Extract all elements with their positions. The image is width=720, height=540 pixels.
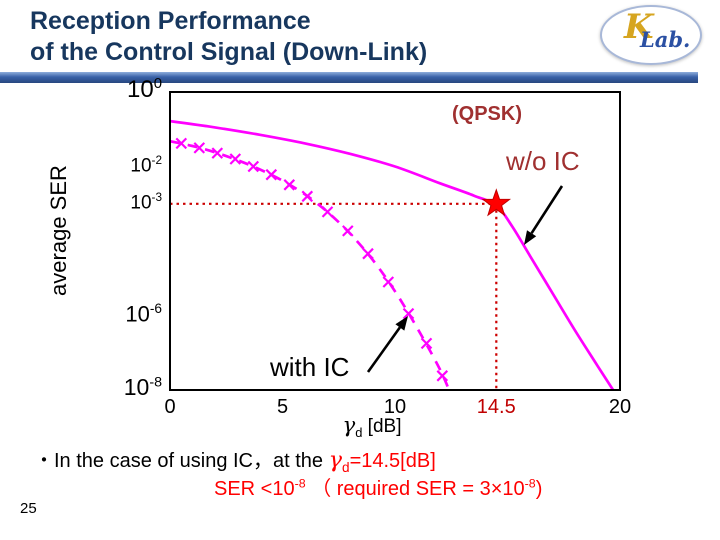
x-marker — [321, 206, 334, 218]
plot-border — [169, 91, 621, 391]
klab-logo: K Lab. — [600, 5, 702, 65]
x-marker — [247, 160, 260, 173]
x-marker — [362, 247, 374, 260]
y-tick-label: 10-8 — [123, 374, 162, 401]
x-tick-label: 5 — [276, 396, 289, 418]
title-underline-bar — [0, 72, 698, 83]
title-line-1: Reception Performance — [30, 7, 311, 35]
y-tick-label: 100 — [127, 75, 162, 103]
annotation-arrowhead — [395, 316, 408, 331]
gamma-subscript: d — [342, 460, 350, 475]
logo-script-lab: Lab. — [640, 27, 691, 52]
x-axis-title: γd [dB] — [302, 413, 442, 440]
x-tick-label: 20 — [608, 396, 632, 418]
caption-line-2: SER <10-8 （ required SER = 3×10-8) — [214, 472, 542, 501]
caption-line-1: ・In the case of using IC，at the γd=14.5[… — [34, 444, 436, 475]
x-marker — [211, 147, 224, 159]
with-ic-label: with IC — [270, 352, 350, 382]
star-marker — [481, 188, 512, 217]
y-tick-label: 10-6 — [125, 300, 162, 326]
annotation-arrow — [366, 326, 401, 373]
annotation-arrowhead — [524, 230, 537, 245]
gamma-symbol: γ — [342, 413, 356, 438]
x-tick-label: 14.5 — [476, 396, 516, 418]
title-line-2: of the Control Signal (Down-Link) — [30, 38, 428, 66]
logo-letter-k: K — [624, 7, 654, 47]
qpsk-annotation: (QPSK) — [452, 103, 522, 125]
ser-exponent-2: -8 — [524, 476, 536, 491]
page-number: 25 — [20, 500, 37, 517]
x-marker — [175, 137, 188, 150]
x-tick-label: 10 — [383, 396, 407, 418]
slide-title: Reception Performance of the Control Sig… — [30, 6, 427, 68]
x-marker — [420, 337, 433, 350]
x-marker — [193, 142, 206, 154]
caption-red-gamma-value: γd=14.5[dB] — [328, 447, 436, 475]
y-tick-label: 10-2 — [130, 153, 162, 176]
x-axis-unit: [dB] — [362, 416, 402, 437]
x-marker — [342, 225, 354, 237]
y-axis-title: average SER — [46, 165, 71, 296]
wo-ic-label: w/o IC — [506, 146, 580, 176]
x-marker — [283, 179, 296, 191]
ser-requirement-text: SER <10 — [214, 478, 295, 500]
x-marker — [265, 168, 278, 181]
x-marker — [301, 190, 314, 203]
caption-gamma-equals: =14.5[dB] — [349, 450, 436, 472]
x-marker — [382, 276, 395, 288]
x-marker — [436, 370, 449, 382]
y-tick-label: 10-3 — [130, 190, 162, 214]
x-marker — [229, 153, 242, 165]
gamma-subscript: d — [355, 424, 363, 440]
gamma-symbol: γ — [328, 447, 342, 473]
annotation-arrow — [530, 185, 564, 234]
x-tick-label: 0 — [164, 396, 176, 418]
required-ser-text: （ required SER = 3×10 — [305, 478, 525, 500]
x-marker — [402, 307, 415, 320]
caption-close-paren: ) — [535, 478, 543, 500]
ser-exponent-1: -8 — [294, 476, 306, 491]
caption-black-text: ・In the case of using IC，at the — [34, 450, 329, 472]
